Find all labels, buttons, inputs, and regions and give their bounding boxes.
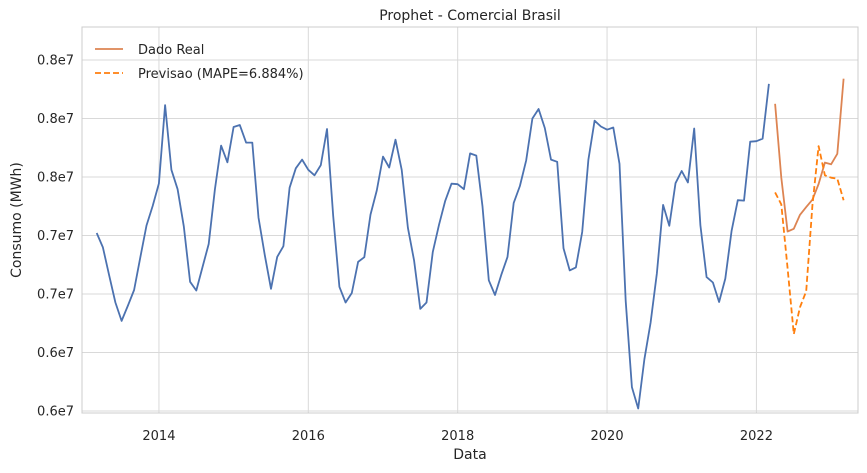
x-tick-label: 2014 xyxy=(142,429,175,444)
legend: Dado Real Previsao (MAPE=6.884%) xyxy=(95,43,304,82)
series-line-history xyxy=(95,83,770,410)
chart-title: Prophet - Comercial Brasil xyxy=(379,8,561,24)
series-line-previsao xyxy=(774,145,845,336)
y-tick-label: 0.8e7 xyxy=(37,112,74,127)
x-tick-label: 2020 xyxy=(591,429,624,444)
y-tick-label: 0.7e7 xyxy=(37,288,74,303)
series-line-dado-real xyxy=(774,78,845,233)
x-axis-label: Data xyxy=(453,447,486,463)
grid-lines xyxy=(82,27,858,413)
y-tick-label: 0.8e7 xyxy=(37,54,74,69)
y-tick-label: 0.6e7 xyxy=(37,405,74,420)
legend-label-forecast: Previsao (MAPE=6.884%) xyxy=(138,67,304,82)
y-tick-label: 0.6e7 xyxy=(37,346,74,361)
y-axis-label: Consumo (MWh) xyxy=(9,162,25,278)
legend-label-real: Dado Real xyxy=(138,43,204,58)
x-tick-labels: 2014 2016 2018 2020 2022 xyxy=(142,429,773,444)
y-tick-label: 0.7e7 xyxy=(37,229,74,244)
x-tick-label: 2016 xyxy=(292,429,325,444)
y-tick-label: 0.8e7 xyxy=(37,171,74,186)
x-tick-label: 2018 xyxy=(441,429,474,444)
plot-frame xyxy=(81,26,859,414)
x-tick-label: 2022 xyxy=(740,429,773,444)
y-tick-labels: 0.6e7 0.6e7 0.7e7 0.7e7 0.8e7 0.8e7 0.8e7 xyxy=(37,54,74,420)
plot-background xyxy=(82,27,858,413)
series-layer xyxy=(95,78,845,410)
